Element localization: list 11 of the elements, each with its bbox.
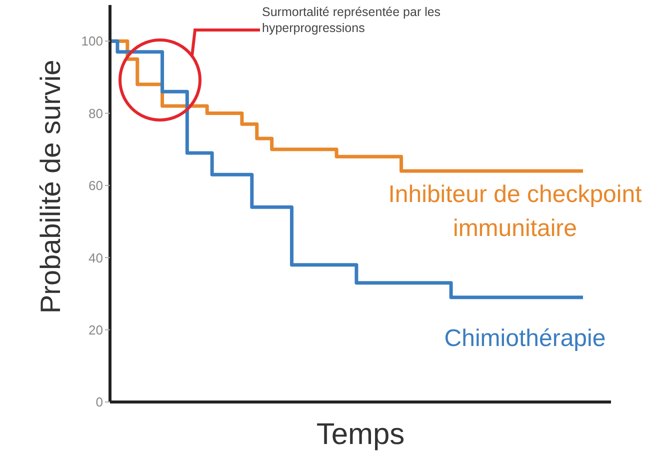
y-tick-label: 100 <box>81 34 103 49</box>
annotation: Surmortalité représentée par les hyperprogressions <box>262 4 442 36</box>
y-tick-label: 40 <box>88 250 103 266</box>
y-tick-label: 0 <box>96 394 103 410</box>
series-label: Inhibiteur de checkpoint immunitaire <box>387 180 643 244</box>
y-axis-title: Probabilité de survie <box>34 60 66 314</box>
y-tick-label: 80 <box>88 106 103 121</box>
series-label: Chimiothérapie <box>443 324 607 354</box>
y-tick-label: 20 <box>88 322 103 338</box>
y-tick-label: 60 <box>88 178 103 194</box>
x-axis-title: Temps <box>316 418 405 451</box>
